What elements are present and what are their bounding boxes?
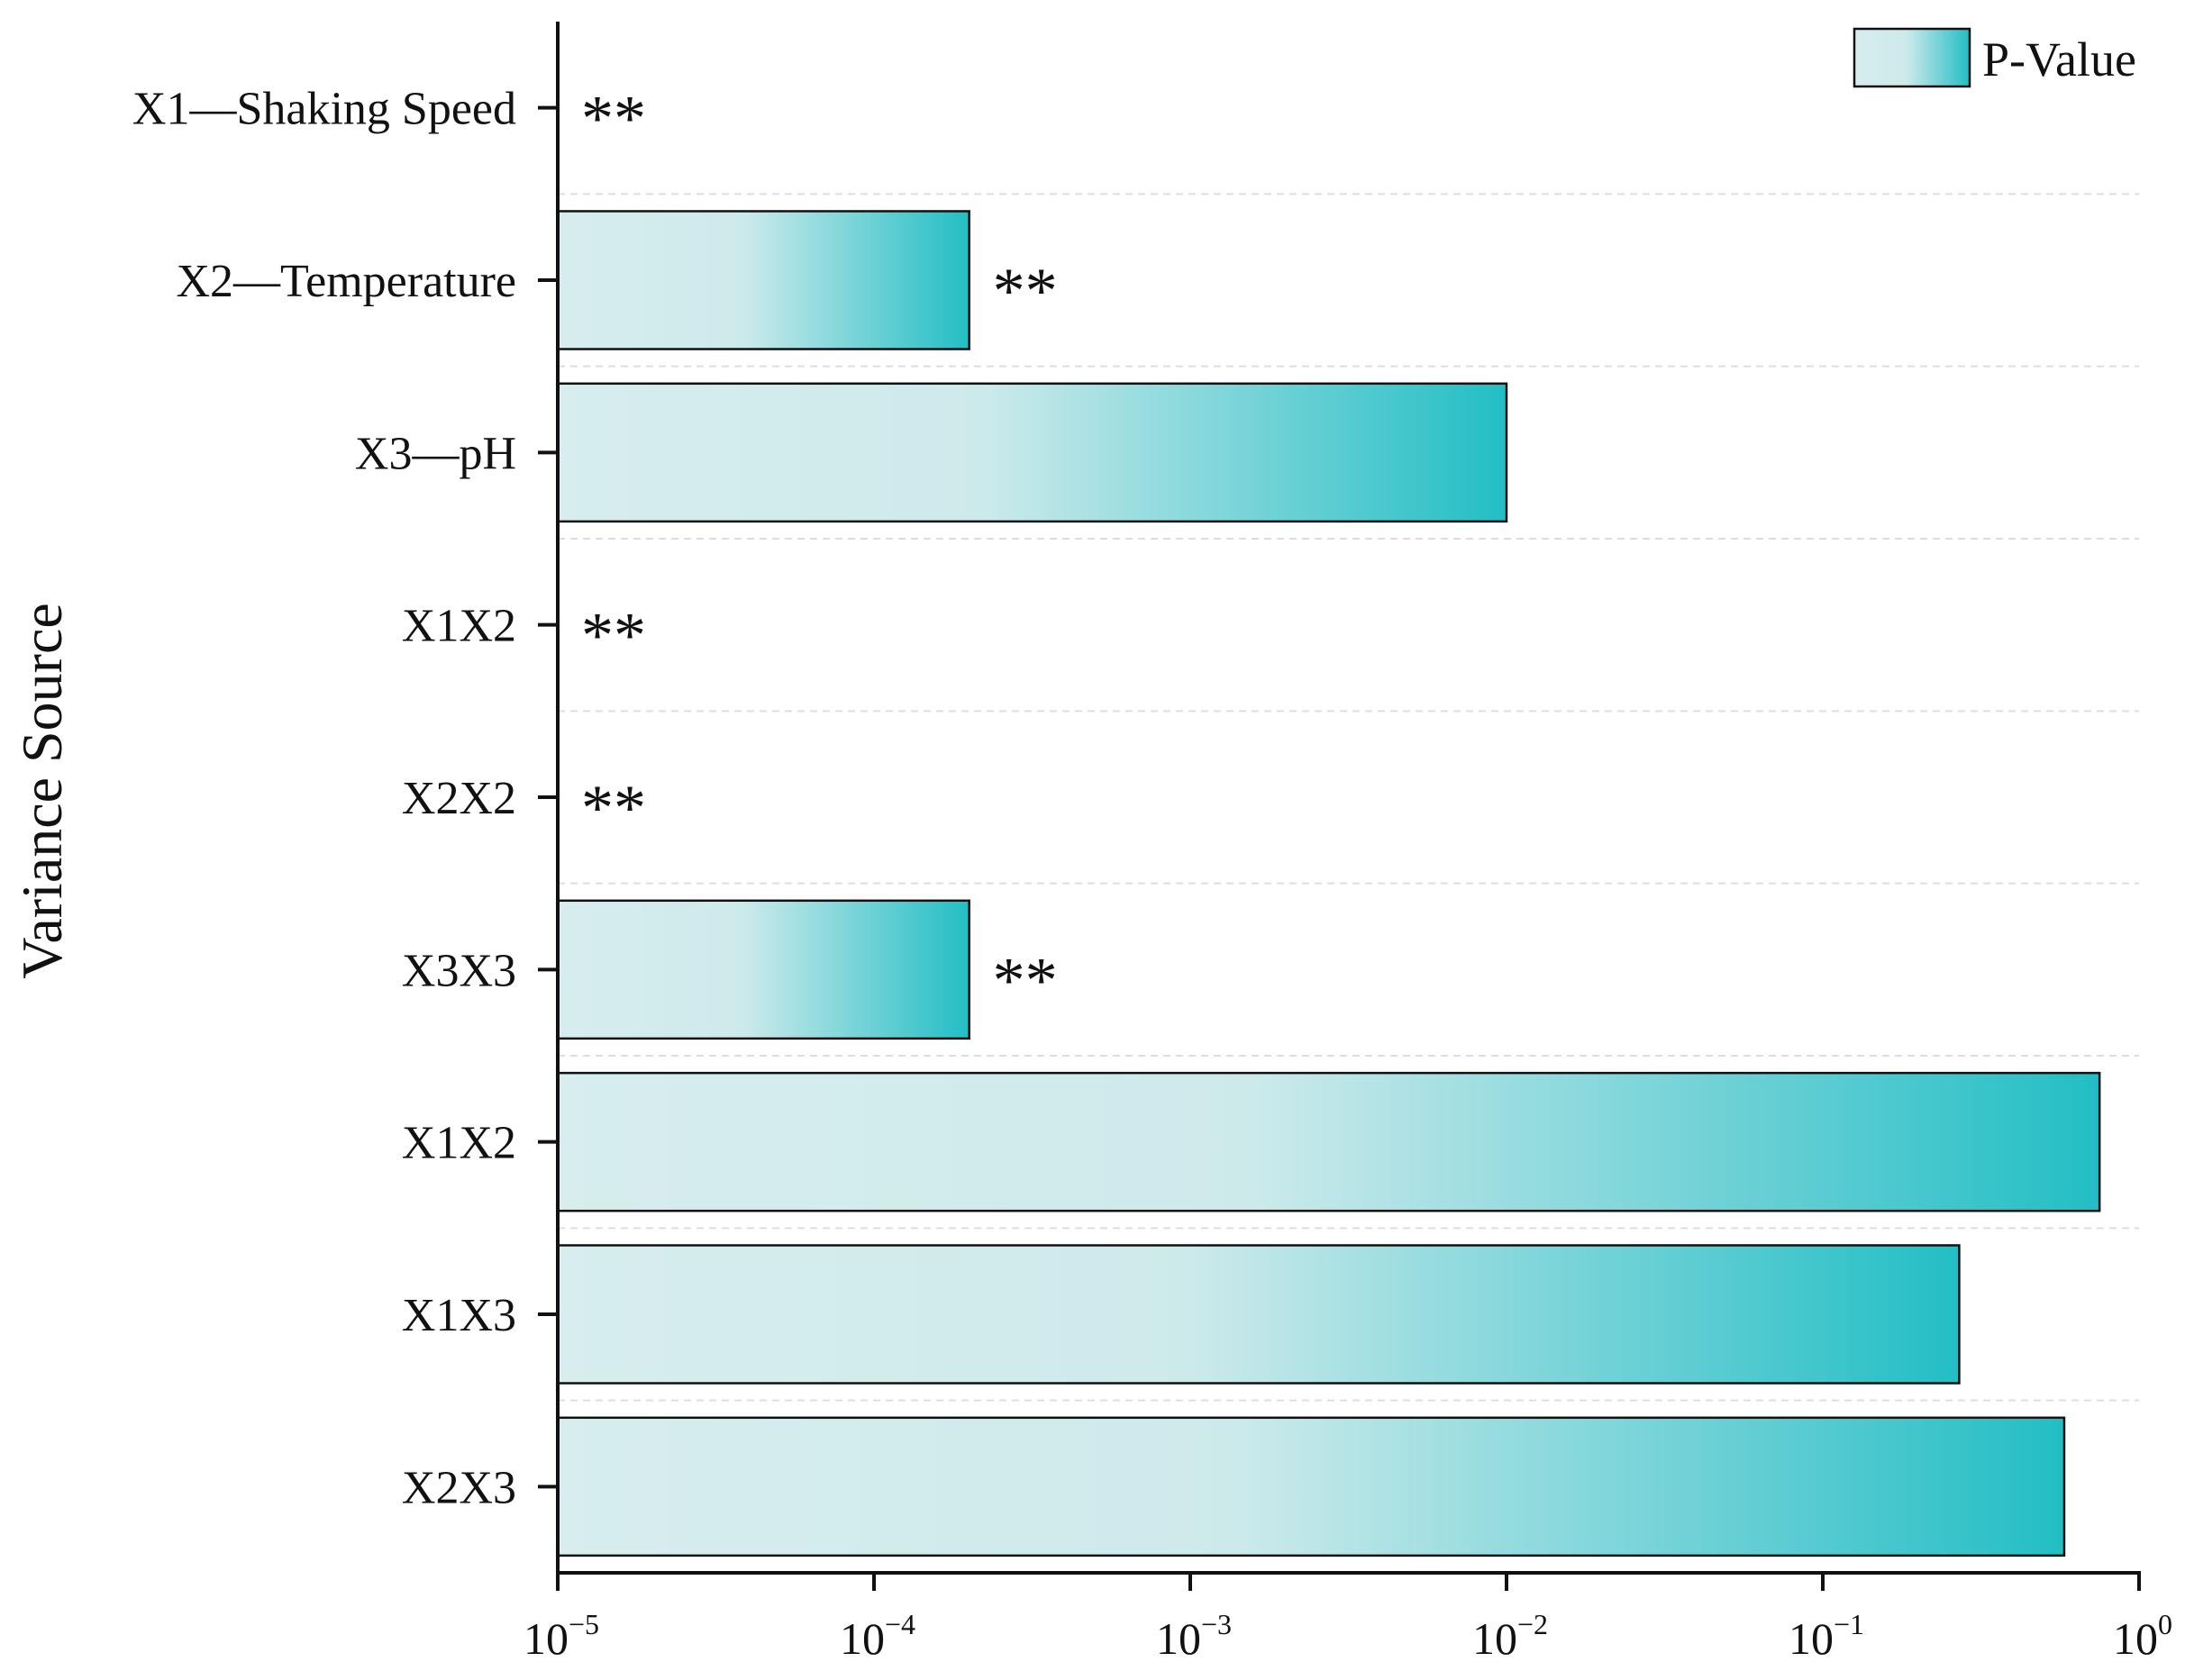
x-tick-label: 10−3 xyxy=(1156,1608,1232,1664)
category-label: X1X2 xyxy=(402,601,516,652)
significance-mark: ** xyxy=(581,600,646,672)
significance-mark: ** xyxy=(993,944,1058,1016)
legend-label: P-Value xyxy=(1982,32,2136,86)
y-axis-title: Variance Source xyxy=(10,603,74,979)
x-tick-label: 10−5 xyxy=(523,1608,599,1664)
significance-mark: ** xyxy=(993,255,1058,327)
category-label: X3—pH xyxy=(355,428,516,479)
category-label: X1—Shaking Speed xyxy=(132,84,516,135)
legend: P-Value xyxy=(1853,27,2136,88)
bars: ** ** ** ** ** xyxy=(556,83,2101,1557)
bar xyxy=(556,1416,2066,1557)
bar xyxy=(556,210,970,350)
legend-swatch xyxy=(1853,27,1971,88)
category-label: X3X3 xyxy=(402,945,516,996)
x-axis-ticks: 10−5 10−4 10−3 10−2 10−1 100 xyxy=(523,1573,2172,1664)
bar xyxy=(556,1244,1961,1385)
category-label: X2X3 xyxy=(402,1462,516,1513)
significance-mark: ** xyxy=(581,772,646,844)
category-label: X1X2 xyxy=(402,1118,516,1169)
grid-lines xyxy=(558,193,2139,1402)
bar xyxy=(556,382,1508,523)
x-tick-label: 10−2 xyxy=(1472,1608,1548,1664)
x-tick-label: 10−1 xyxy=(1789,1608,1864,1664)
significance-mark: ** xyxy=(581,83,646,155)
bar xyxy=(556,1071,2101,1212)
category-label: X2X2 xyxy=(402,773,516,824)
bar xyxy=(556,899,970,1040)
x-tick-label: 100 xyxy=(2113,1608,2172,1664)
x-tick-label: 10−4 xyxy=(840,1608,915,1664)
category-label: X1X3 xyxy=(402,1290,516,1341)
category-label: X2—Temperature xyxy=(176,256,516,307)
y-axis-ticks: X1—Shaking Speed X2—Temperature X3—pH X1X2 X… xyxy=(132,84,558,1513)
